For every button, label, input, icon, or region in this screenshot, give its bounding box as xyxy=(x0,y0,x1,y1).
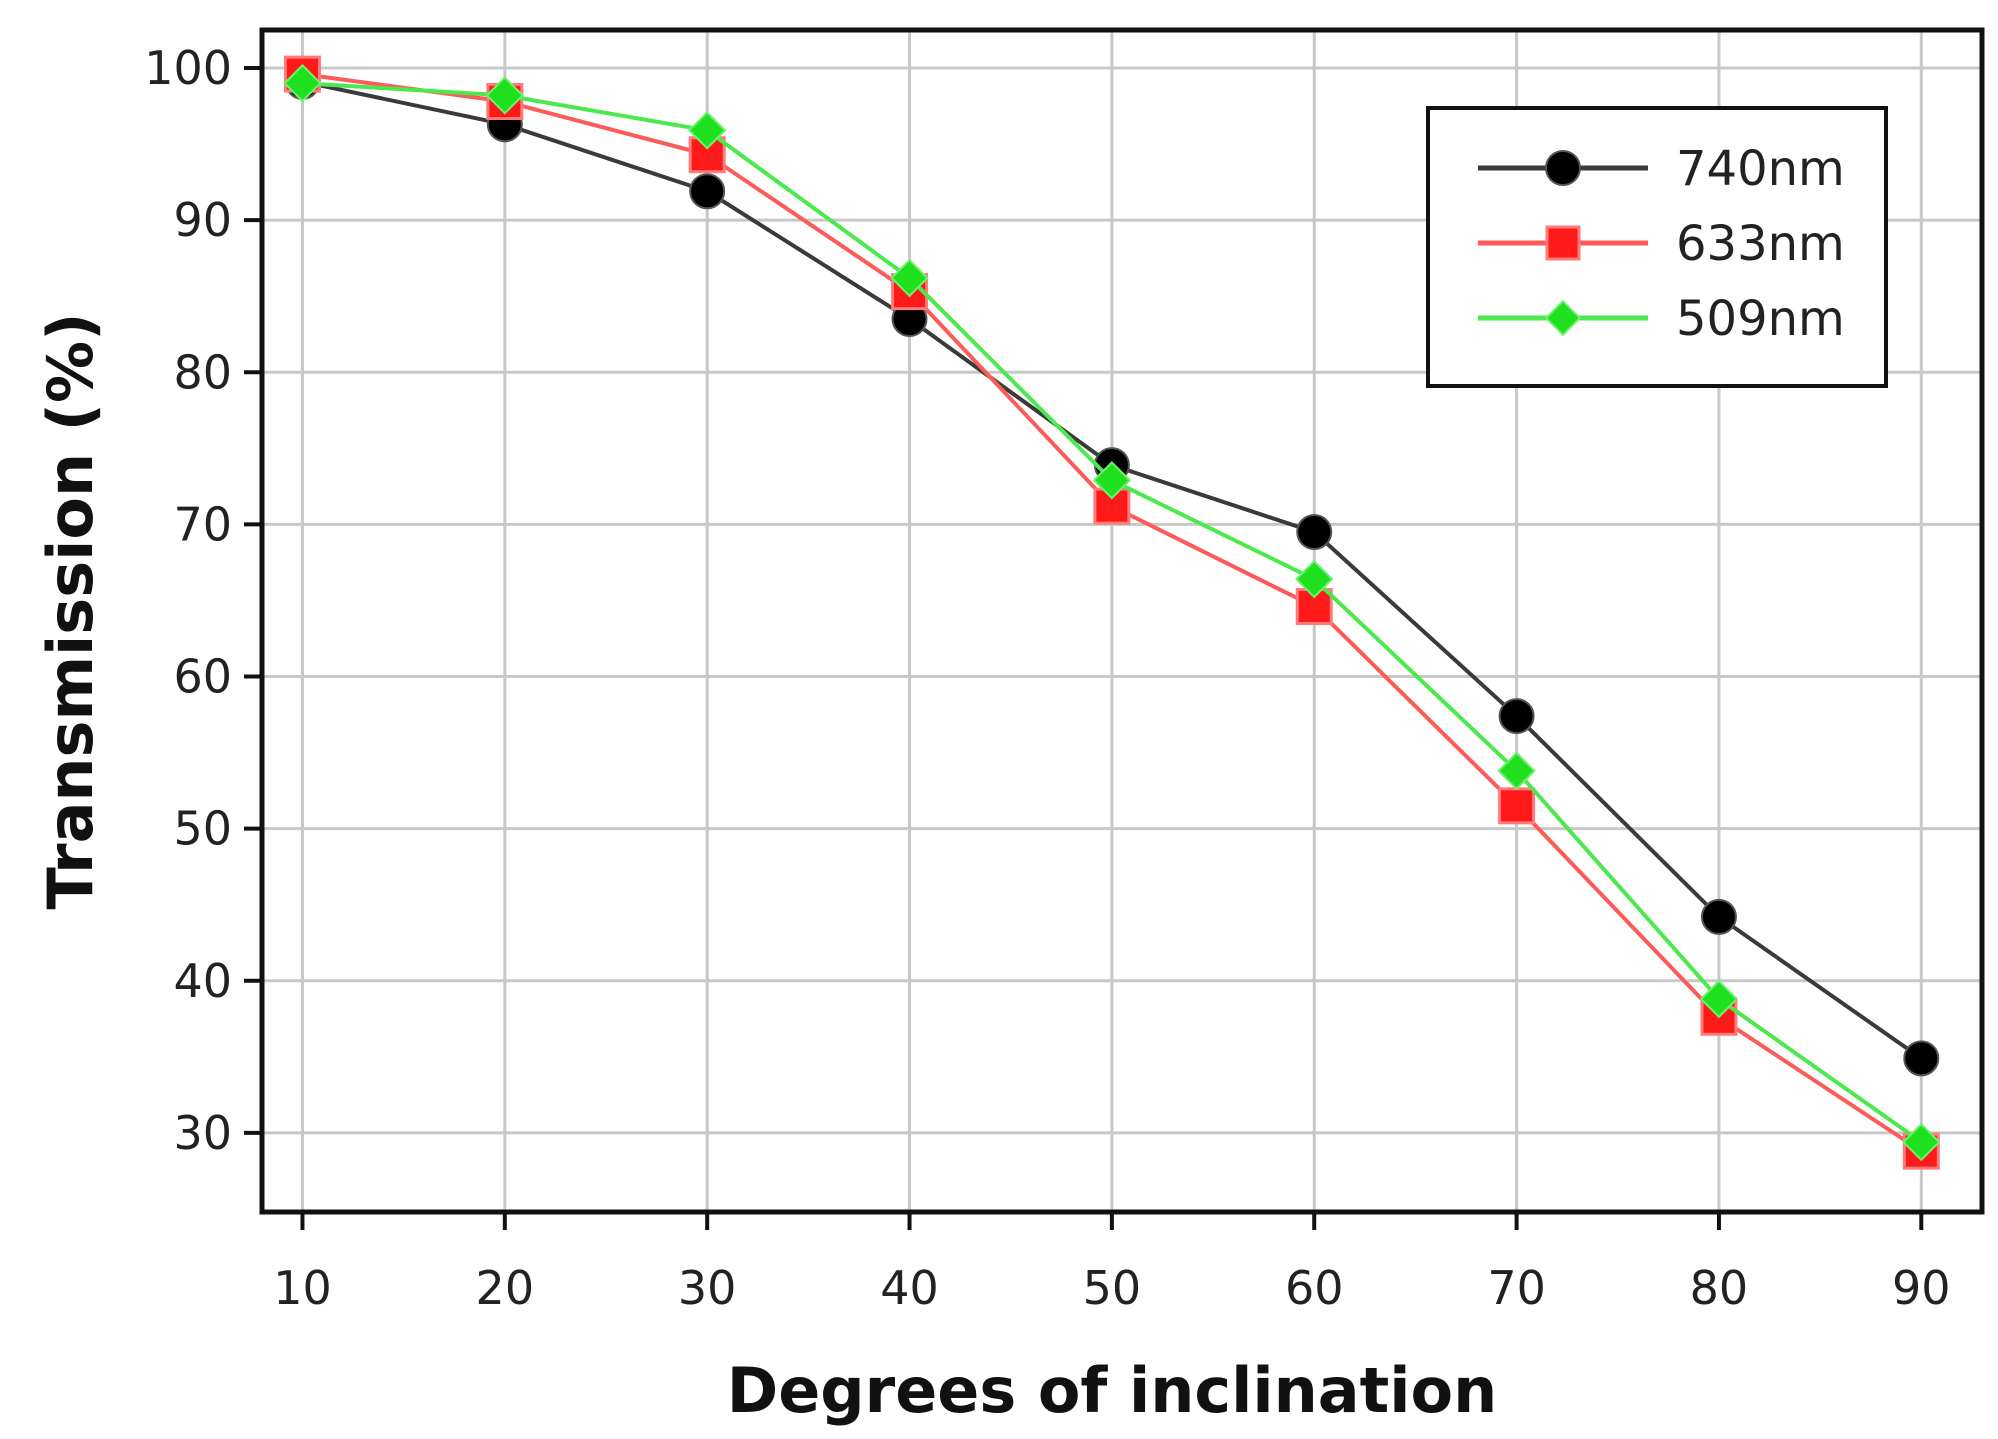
x-tick-label: 50 xyxy=(1083,1261,1142,1315)
x-tick-label: 90 xyxy=(1892,1261,1951,1315)
legend-label-740nm: 740nm xyxy=(1676,141,1845,197)
data-point-740nm xyxy=(1296,514,1333,551)
data-point-509nm xyxy=(1092,461,1132,500)
data-point-509nm xyxy=(283,63,322,103)
y-tick-label: 60 xyxy=(173,650,232,704)
x-tick-label: 10 xyxy=(273,1261,332,1315)
legend-entry-740nm: 740nm xyxy=(1478,141,1845,197)
data-point-740nm xyxy=(1498,698,1535,735)
data-point-633nm xyxy=(688,136,726,174)
x-tick-label: 60 xyxy=(1285,1261,1344,1315)
legend-label-633nm: 633nm xyxy=(1676,216,1845,272)
y-tick-label: 30 xyxy=(173,1106,232,1160)
data-point-509nm xyxy=(890,258,929,298)
x-tick-label: 70 xyxy=(1487,1261,1546,1315)
series-layer xyxy=(283,55,1941,1170)
data-point-740nm xyxy=(689,173,726,210)
legend-entry-509nm: 509nm xyxy=(1478,291,1845,347)
data-point-509nm xyxy=(1497,751,1536,791)
series-509nm xyxy=(283,63,1941,1162)
y-tick-label: 70 xyxy=(173,497,232,551)
legend-box xyxy=(1426,106,1888,388)
legend: 740nm 633nm 509nm xyxy=(1426,106,1888,388)
plot-frame xyxy=(259,27,1985,1215)
y-tick-label: 40 xyxy=(173,954,232,1008)
x-tick-label: 30 xyxy=(678,1261,737,1315)
x-axis-title: Degrees of inclination xyxy=(727,1354,1497,1427)
legend-marker-633nm xyxy=(1545,225,1581,261)
y-tick-label: 100 xyxy=(144,41,232,95)
data-point-509nm xyxy=(1902,1122,1941,1162)
data-point-633nm xyxy=(1498,787,1536,825)
y-axis-title: Transmission (%) xyxy=(34,313,107,910)
legend-marker-509nm xyxy=(1544,299,1582,337)
legend-marker-740nm xyxy=(1545,150,1581,186)
legend-label-509nm: 509nm xyxy=(1676,291,1845,347)
data-point-740nm xyxy=(1700,898,1737,935)
y-tick-label: 80 xyxy=(173,345,232,399)
data-point-509nm xyxy=(485,76,525,115)
axis-ticks: 10 20 30 40 50 60 70 80 90 30 40 50 60 70 80 90 100 xyxy=(144,41,1950,1315)
y-tick-label: 50 xyxy=(173,802,232,856)
y-tick-label: 90 xyxy=(173,193,232,247)
data-point-740nm xyxy=(1903,1040,1940,1077)
x-tick-label: 80 xyxy=(1690,1261,1749,1315)
x-tick-label: 20 xyxy=(476,1261,535,1315)
data-point-509nm xyxy=(1294,559,1334,599)
data-point-509nm xyxy=(687,111,727,150)
data-point-509nm xyxy=(1699,979,1739,1019)
legend-entry-633nm: 633nm xyxy=(1478,216,1845,272)
x-tick-label: 40 xyxy=(880,1261,939,1315)
